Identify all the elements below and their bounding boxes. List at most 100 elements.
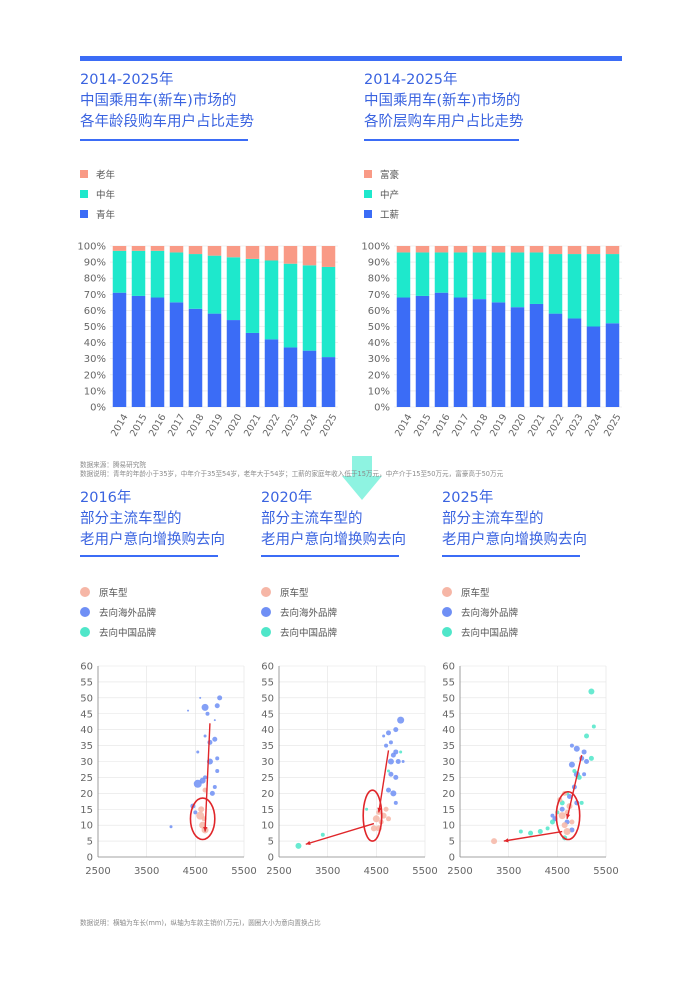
y-tick-label: 15	[261, 805, 274, 816]
point-overseas	[207, 739, 213, 745]
x-tick-label: 2500	[85, 866, 110, 877]
point-domestic	[365, 807, 369, 811]
x-tick-label: 3500	[315, 866, 340, 877]
y-tick-label: 50	[261, 693, 274, 704]
y-tick-label: 15	[442, 805, 455, 816]
x-tick-label: 2500	[266, 866, 291, 877]
point-domestic	[399, 750, 403, 754]
y-tick-label: 20%	[368, 370, 390, 381]
point-overseas	[390, 790, 397, 797]
point-original	[198, 806, 205, 813]
x-tick-label: 2018	[185, 412, 207, 438]
legend-item-overseas: 去向海外品牌	[442, 603, 518, 621]
point-overseas	[196, 750, 200, 754]
chart2-legend: 富豪 中产 工薪	[364, 165, 399, 225]
legend-dot-original	[442, 587, 452, 597]
bar-segment-2014-青年	[112, 292, 127, 407]
y-tick-label: 30%	[84, 354, 106, 365]
x-tick-label: 2022	[261, 412, 283, 438]
bar-segment-2022-工薪	[548, 313, 563, 407]
point-domestic	[295, 842, 302, 849]
point-overseas	[387, 758, 394, 765]
point-original	[370, 825, 377, 832]
bar-segment-2023-工薪	[567, 318, 582, 407]
point-overseas	[203, 734, 207, 738]
bar-segment-2018-工薪	[472, 299, 487, 407]
point-overseas	[203, 775, 208, 780]
y-tick-label: 25	[261, 773, 274, 784]
y-tick-label: 0	[268, 853, 274, 864]
point-domestic	[320, 832, 325, 837]
point-overseas	[584, 759, 590, 764]
point-overseas	[209, 790, 215, 796]
y-tick-label: 0	[449, 853, 455, 864]
x-tick-label: 2014	[393, 412, 415, 438]
legend-item-original: 原车型	[442, 583, 518, 601]
bar-segment-2016-工薪	[434, 292, 449, 407]
point-overseas	[217, 695, 223, 701]
bar-segment-2021-青年	[245, 332, 260, 407]
x-tick-label: 2019	[204, 412, 226, 438]
legend-item-domestic: 去向中国品牌	[261, 623, 337, 641]
legend-item-salaried: 工薪	[364, 205, 399, 223]
y-tick-label: 60	[80, 662, 93, 673]
y-tick-label: 10%	[84, 386, 106, 397]
bar-segment-2014-中年	[112, 250, 127, 293]
y-tick-label: 35	[80, 741, 93, 752]
y-tick-label: 100%	[361, 242, 390, 253]
x-tick-label: 2025	[318, 412, 340, 438]
highlight-ellipse	[555, 790, 581, 841]
y-tick-label: 70%	[368, 290, 390, 301]
y-tick-label: 90%	[84, 258, 106, 269]
point-original	[383, 806, 389, 812]
bar-segment-2021-中年	[245, 258, 260, 333]
legend-item-middle-class: 中产	[364, 185, 399, 203]
trend-arrowhead	[377, 807, 382, 813]
x-tick-label: 2014	[109, 412, 131, 438]
bar-segment-2018-富豪	[472, 246, 487, 253]
bar-segment-2015-老年	[131, 246, 146, 251]
bar-segment-2023-中产	[567, 254, 582, 319]
x-tick-label: 4500	[364, 866, 389, 877]
point-overseas	[386, 730, 391, 736]
point-overseas	[205, 711, 210, 716]
bar-segment-2016-青年	[150, 297, 165, 407]
y-tick-label: 15	[80, 805, 93, 816]
trend-line	[503, 830, 563, 842]
point-domestic	[579, 800, 584, 805]
x-tick-label: 3500	[134, 866, 159, 877]
legend-item-original: 原车型	[80, 583, 156, 601]
point-original	[491, 838, 498, 845]
legend-swatch-middle-class	[364, 190, 372, 198]
point-overseas	[569, 743, 574, 748]
point-domestic	[545, 826, 550, 831]
y-tick-label: 30	[261, 757, 274, 768]
point-original	[372, 815, 380, 823]
point-domestic	[528, 830, 534, 836]
bar-segment-2015-工薪	[415, 295, 430, 407]
point-domestic	[591, 724, 596, 729]
point-overseas	[388, 740, 393, 745]
x-tick-label: 2017	[166, 412, 188, 438]
bar-segment-2014-中产	[396, 252, 411, 298]
bar-segment-2022-中产	[548, 254, 563, 314]
chart4-title-underline	[261, 555, 399, 557]
bar-segment-2024-中产	[586, 254, 601, 327]
bar-segment-2016-富豪	[434, 246, 449, 253]
legend-item-young: 青年	[80, 205, 115, 223]
point-overseas	[393, 727, 399, 733]
y-tick-label: 20	[442, 789, 455, 800]
point-original	[561, 822, 568, 829]
bar-segment-2020-老年	[226, 246, 241, 258]
bar-segment-2022-青年	[264, 339, 279, 407]
trend-line	[204, 723, 211, 832]
point-overseas	[193, 779, 202, 788]
y-tick-label: 50%	[368, 322, 390, 333]
y-tick-label: 80%	[84, 274, 106, 285]
x-tick-label: 2019	[488, 412, 510, 438]
legend-item-rich: 富豪	[364, 165, 399, 183]
bar-segment-2024-青年	[302, 350, 317, 407]
legend-dot-original	[261, 587, 271, 597]
bar-segment-2017-工薪	[453, 297, 468, 407]
point-domestic	[588, 755, 594, 761]
